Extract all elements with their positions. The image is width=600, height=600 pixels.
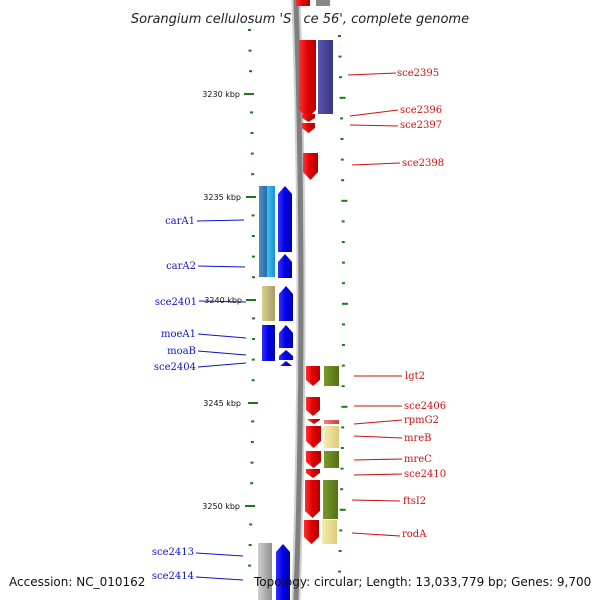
forward-gene-labels: sce2395 sce2396 sce2397 sce2398 lgt2 sce… bbox=[347, 68, 446, 540]
gene-label-sce2395[interactable]: sce2395 bbox=[397, 68, 439, 79]
gene-carA1[interactable] bbox=[259, 186, 267, 277]
gene-label-carA2[interactable]: carA2 bbox=[166, 261, 196, 272]
gene-moaB[interactable] bbox=[279, 325, 293, 348]
gene-sce2413[interactable] bbox=[258, 543, 272, 600]
gene-sce2395-partner[interactable] bbox=[318, 40, 333, 114]
gene-sce2414[interactable] bbox=[276, 544, 290, 600]
gene-label-sce2397[interactable]: sce2397 bbox=[400, 120, 442, 131]
reverse-gene-labels: carA1 carA2 sce2401 moeA1 moaB sce2404 s… bbox=[152, 216, 247, 582]
label-leader bbox=[353, 419, 403, 425]
label-leader bbox=[353, 458, 403, 461]
gene-ftsI2[interactable] bbox=[323, 480, 338, 519]
gene-moeA1[interactable] bbox=[262, 325, 275, 361]
gene-label-mreC[interactable]: mreC bbox=[404, 454, 432, 465]
genome-summary-text: Topology: circular; Length: 13,033,779 b… bbox=[254, 575, 592, 589]
gene-carA2[interactable] bbox=[267, 186, 275, 277]
gene-arrow[interactable] bbox=[279, 286, 293, 321]
label-leader bbox=[349, 109, 399, 117]
scale-ticks-right bbox=[337, 35, 348, 573]
gene-label-sce2406[interactable]: sce2406 bbox=[404, 401, 446, 412]
gene-label-sce2414[interactable]: sce2414 bbox=[152, 571, 194, 582]
gene-label-sce2401[interactable]: sce2401 bbox=[155, 297, 197, 308]
label-leader bbox=[351, 162, 401, 166]
gene-rpmG2-adjacent[interactable] bbox=[308, 419, 320, 424]
gene-label-carA1[interactable]: carA1 bbox=[165, 216, 195, 227]
reverse-strand-genes bbox=[258, 186, 293, 600]
gene-label-sce2404[interactable]: sce2404 bbox=[154, 362, 196, 373]
gene-label-sce2396[interactable]: sce2396 bbox=[400, 105, 442, 116]
label-leader bbox=[347, 72, 397, 76]
gene-sce2410[interactable] bbox=[306, 469, 320, 478]
label-leader bbox=[353, 435, 403, 439]
gene-label-sce2410[interactable]: sce2410 bbox=[404, 469, 446, 480]
genome-backbone bbox=[293, 0, 304, 600]
gene-label-sce2398[interactable]: sce2398 bbox=[402, 158, 444, 169]
gene-sce2404[interactable] bbox=[280, 361, 292, 366]
label-leader bbox=[195, 552, 244, 557]
gene-sce2395[interactable] bbox=[299, 40, 316, 118]
gene-arrow[interactable] bbox=[316, 0, 330, 6]
gene-mreC[interactable] bbox=[324, 451, 339, 468]
gene-label-moaB[interactable]: moaB bbox=[167, 346, 196, 357]
gene-label-sce2413[interactable]: sce2413 bbox=[152, 547, 194, 558]
label-leader bbox=[196, 219, 245, 222]
scale-ticks-left bbox=[247, 29, 255, 567]
gene-label-rodA[interactable]: rodA bbox=[402, 529, 427, 540]
gene-rodA-adjacent[interactable] bbox=[304, 520, 319, 544]
gene-sce2396[interactable] bbox=[302, 114, 315, 122]
label-leader bbox=[195, 576, 244, 581]
label-leader bbox=[197, 350, 247, 356]
kbp-label: 3245 kbp bbox=[203, 399, 241, 408]
gene-mreB-adjacent[interactable] bbox=[306, 426, 321, 448]
label-leader bbox=[197, 362, 247, 368]
gene-arrow[interactable] bbox=[278, 186, 292, 252]
gene-rodA[interactable] bbox=[322, 520, 337, 544]
gene-lgt2[interactable] bbox=[324, 366, 339, 386]
label-leader bbox=[198, 300, 247, 303]
gene-rpmG2[interactable] bbox=[324, 420, 339, 424]
kbp-label: 3230 kbp bbox=[202, 90, 240, 99]
gene-mreC-adjacent[interactable] bbox=[306, 451, 321, 468]
label-leader bbox=[351, 532, 401, 537]
accession-text: Accession: NC_010162 bbox=[9, 575, 146, 589]
gene-upstream-lgt2[interactable] bbox=[306, 366, 320, 386]
gene-arrow[interactable] bbox=[278, 254, 292, 278]
label-leader bbox=[349, 124, 399, 127]
kbp-label: 3250 kbp bbox=[202, 502, 240, 511]
gene-sce2398[interactable] bbox=[303, 153, 318, 180]
label-leader bbox=[197, 265, 246, 268]
gene-sce2406[interactable] bbox=[306, 397, 320, 416]
gene-label-mreB[interactable]: mreB bbox=[404, 433, 432, 444]
kbp-marks: 3230 kbp 3235 kbp 3240 kbp 3245 kbp 3250… bbox=[202, 90, 258, 511]
forward-strand-genes bbox=[299, 40, 339, 544]
gene-ftsI2-adjacent[interactable] bbox=[305, 480, 320, 518]
gene-mreB[interactable] bbox=[324, 426, 339, 448]
gene-label-ftsI2[interactable]: ftsI2 bbox=[403, 496, 426, 507]
gene-arrow[interactable] bbox=[279, 350, 293, 360]
gene-sce2397[interactable] bbox=[302, 123, 315, 133]
gene-label-lgt2[interactable]: lgt2 bbox=[405, 371, 425, 382]
kbp-label: 3235 kbp bbox=[203, 193, 241, 202]
label-leader bbox=[353, 473, 403, 476]
gene-arrow[interactable] bbox=[296, 0, 310, 6]
kbp-label: 3240 kbp bbox=[204, 296, 242, 305]
gene-label-moeA1[interactable]: moeA1 bbox=[161, 329, 196, 340]
gene-sce2401[interactable] bbox=[262, 286, 275, 321]
label-leader bbox=[351, 499, 401, 502]
gene-label-rpmG2[interactable]: rpmG2 bbox=[404, 415, 439, 426]
label-leader bbox=[197, 333, 247, 339]
